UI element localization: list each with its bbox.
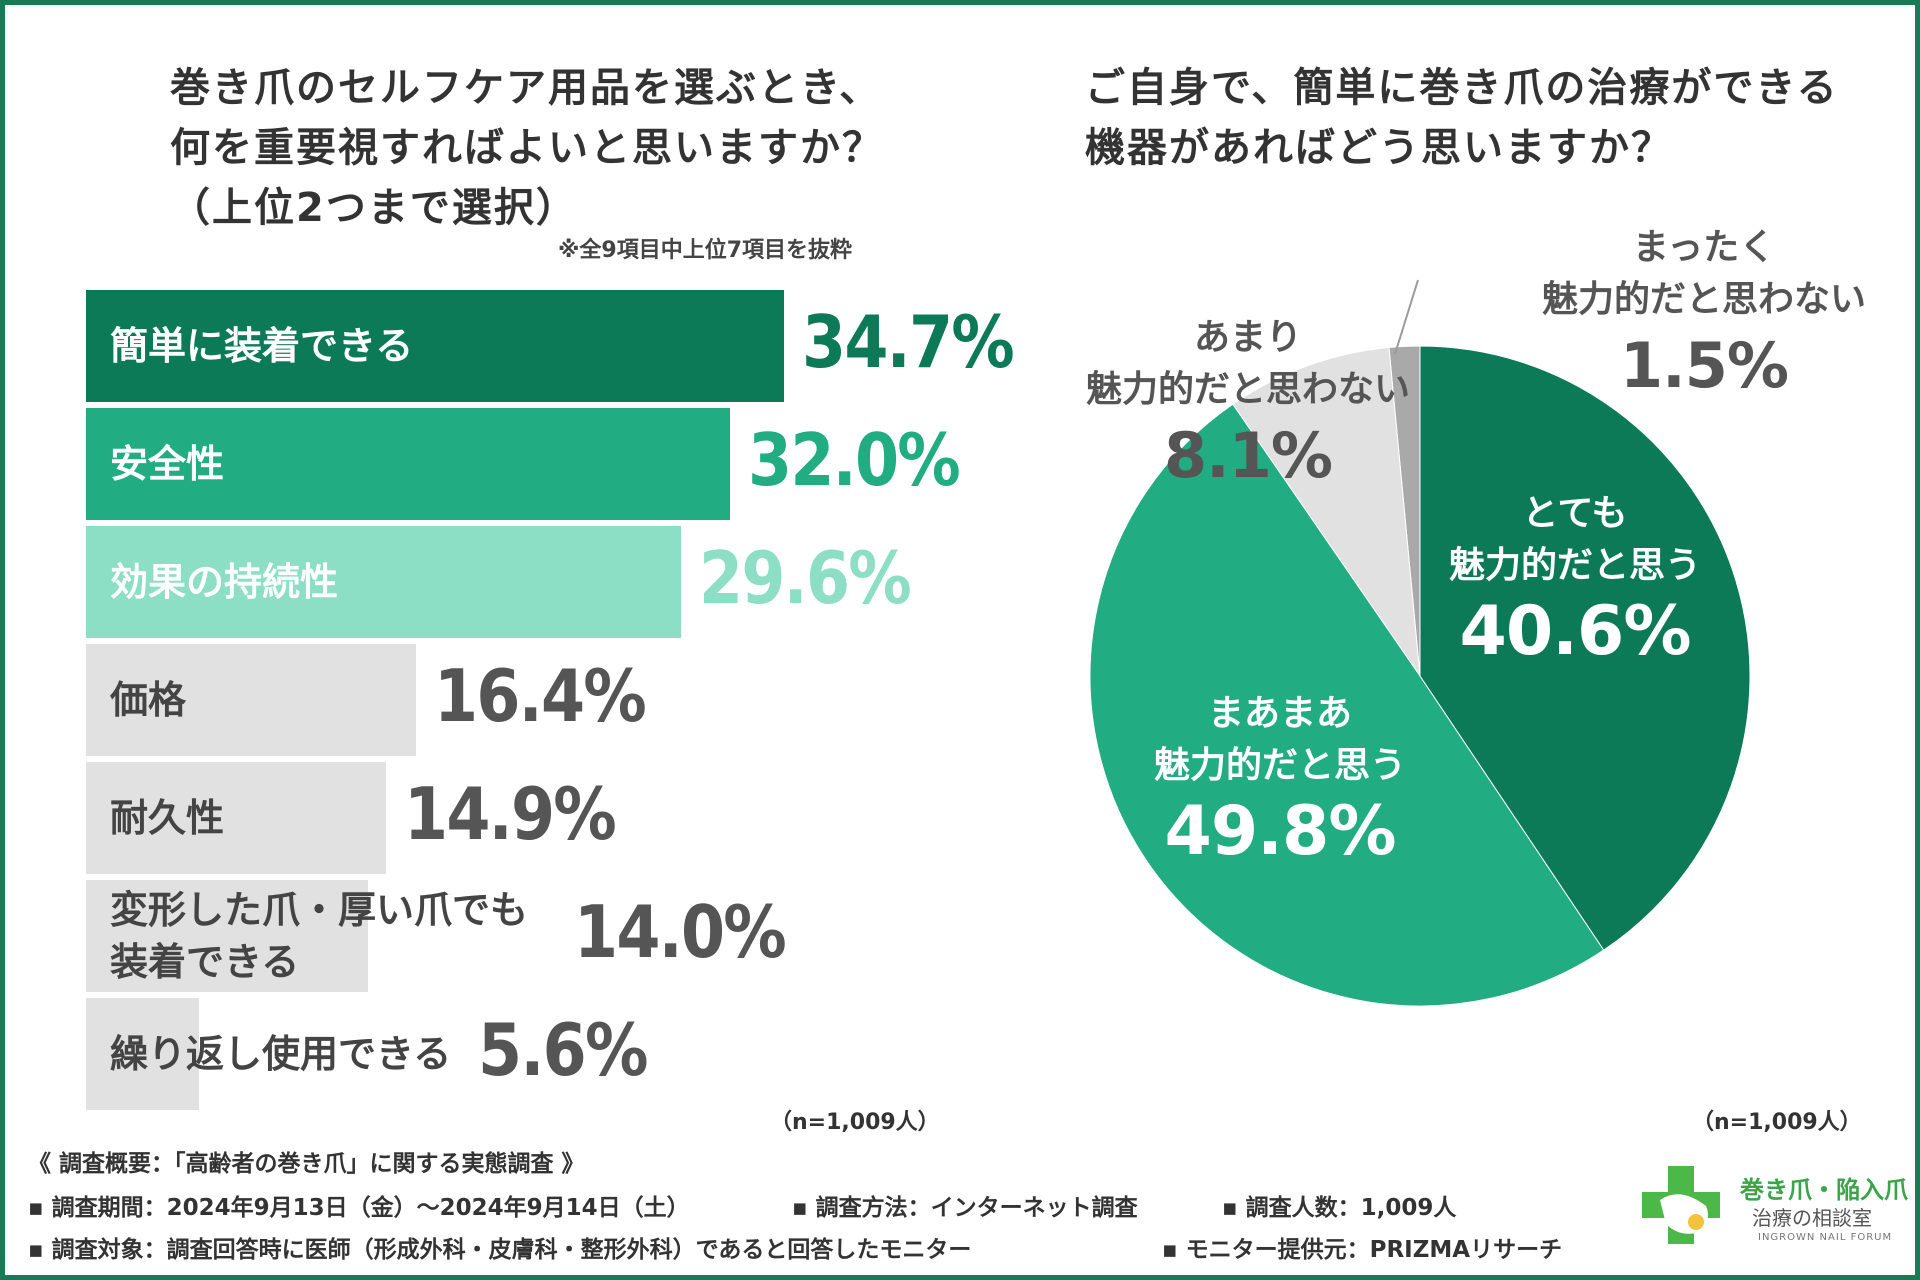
pie-label-4: まったく魅力的だと思わない 1.5%: [1542, 222, 1866, 406]
left-title-line-2: 何を重要視すればよいと思いますか？: [170, 125, 884, 171]
pie-label-1-line-1: とても: [1522, 493, 1628, 534]
pie-label-1-line-2: 魅力的だと思う: [1448, 545, 1702, 586]
bar-3: [86, 526, 681, 638]
bar-4: [86, 644, 416, 756]
bar-label-4: 価格: [110, 678, 187, 722]
bar-1: [86, 290, 784, 402]
left-title-line-1: 巻き爪のセルフケア用品を選ぶとき、: [170, 65, 882, 111]
bar-value-3: 29.6%: [699, 536, 912, 620]
bar-label-3: 効果の持続性: [110, 560, 339, 604]
bar-7: [86, 998, 199, 1110]
survey-count: ▪ 調査人数：1,009人: [1222, 1195, 1457, 1221]
survey-target: ▪ 調査対象：調査回答時に医師（形成外科・皮膚科・整形外科）であると回答したモニ…: [28, 1237, 972, 1263]
pie-label-2-line-2: 魅力的だと思う: [1153, 745, 1407, 786]
pie-label-2: まあまあ魅力的だと思う 49.8%: [1154, 688, 1406, 872]
pie-label-4-line-1: まったく: [1632, 227, 1776, 268]
bar-5: [86, 762, 386, 874]
bar-label-7: 繰り返し使用できる: [110, 1032, 452, 1076]
pie-value-3: 8.1%: [1164, 419, 1333, 492]
right-title-line-2: 機器があればどう思いますか？: [1085, 125, 1673, 171]
bar-label-1: 簡単に装着できる: [110, 324, 414, 368]
pie-label-1: とても魅力的だと思う 40.6%: [1449, 488, 1701, 672]
pie-value-2: 49.8%: [1164, 792, 1397, 871]
logo-text-main: 巻き爪・陥入爪: [1740, 1176, 1908, 1204]
pie-value-4: 1.5%: [1620, 329, 1789, 402]
bar-label-2: 安全性: [110, 442, 225, 486]
pie-label-3: あまり魅力的だと思わない 8.1%: [1086, 312, 1410, 496]
left-title-line-3: （上位2つまで選択）: [170, 185, 578, 231]
pie-slice-not-very-attractive: [1232, 346, 1421, 678]
bar-value-4: 16.4%: [434, 654, 647, 738]
right-title-line-1: ご自身で、簡単に巻き爪の治療ができる: [1085, 65, 1839, 111]
left-n-label: （n=1,009人）: [770, 1110, 940, 1135]
logo-icon: [1642, 1166, 1720, 1244]
pie-value-1: 40.6%: [1459, 592, 1692, 671]
pie-label-3-line-2: 魅力的だと思わない: [1085, 369, 1411, 410]
pie-slice-very-attractive: [1419, 345, 1751, 951]
survey-provider: ▪ モニター提供元：PRIZMAリサーチ: [1162, 1237, 1563, 1263]
bar-value-1: 34.7%: [802, 300, 1015, 384]
logo-text-sub: 治療の相談室: [1752, 1206, 1872, 1230]
bar-6: [86, 880, 368, 992]
survey-method: ▪ 調査方法：インターネット調査: [792, 1195, 1138, 1221]
bar-2: [86, 408, 730, 520]
pie-label-4-line-2: 魅力的だと思わない: [1541, 279, 1867, 320]
survey-overview-title: 《 調査概要：「高齢者の巻き爪」に関する実態調査 》: [28, 1151, 585, 1177]
bar-value-2: 32.0%: [748, 418, 961, 502]
pie-label-3-line-1: あまり: [1193, 317, 1303, 358]
bar-value-5: 14.9%: [404, 772, 617, 856]
right-n-label: （n=1,009人）: [1692, 1110, 1862, 1135]
logo-text-en: INGROWN NAIL FORUM: [1758, 1232, 1893, 1243]
bar-value-6: 14.0%: [574, 890, 787, 974]
bar-label-6-line-1: 変形した爪・厚い爪でも: [110, 888, 529, 932]
bar-label-6-line-2: 装着できる: [110, 940, 300, 984]
left-note: ※全9項目中上位7項目を抜粋: [558, 238, 853, 263]
pie-leader-line: [1394, 279, 1419, 355]
pie-label-2-line-1: まあまあ: [1207, 693, 1353, 734]
survey-period: ▪ 調査期間：2024年9月13日（金）〜2024年9月14日（土）: [28, 1195, 690, 1221]
pie-slice-somewhat-attractive: [1089, 403, 1605, 1007]
bar-value-7: 5.6%: [478, 1008, 648, 1092]
bar-label-5: 耐久性: [110, 796, 225, 840]
